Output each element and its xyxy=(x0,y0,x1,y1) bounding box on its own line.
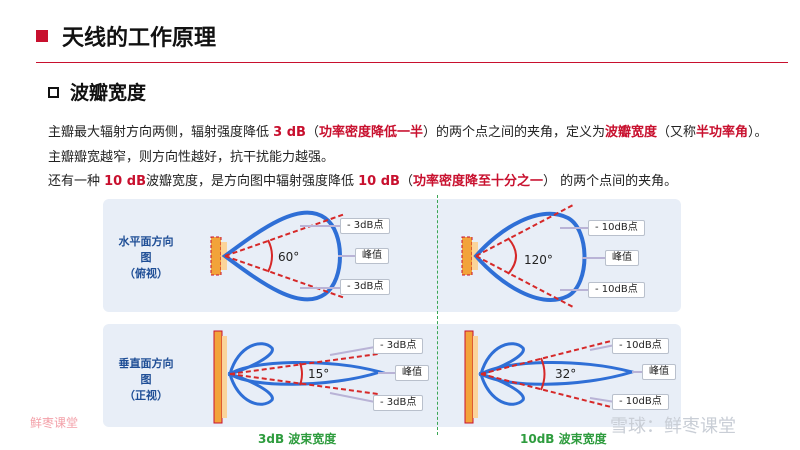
upper-3db-line xyxy=(224,213,346,257)
p3-text-g: ） 的两个点间的夹角。 xyxy=(543,174,678,189)
angle-arc xyxy=(267,239,273,273)
watermark-right: 雪球：鲜枣课堂 xyxy=(610,416,736,437)
tag-minus-10db-bottom: - 10dB点 xyxy=(588,282,645,298)
upper-10db-line xyxy=(475,203,576,257)
section-bullet xyxy=(48,87,59,98)
p3-text-a: 还有一种 xyxy=(48,174,105,189)
angle-label-32: 32° xyxy=(555,367,577,381)
lower-3db-line xyxy=(229,373,379,395)
lower-3db-line xyxy=(224,255,346,299)
vertical-label-line1: 垂直面方向 xyxy=(118,357,174,370)
paragraph-3: 还有一种 10 dB波瓣宽度，是方向图中辐射强度降低 10 dB（功率密度降至十… xyxy=(48,173,677,191)
section-title: 波瓣宽度 xyxy=(70,82,147,104)
horizontal-label-line1: 水平面方向 xyxy=(118,235,174,248)
vertical-label-line3: （正视） xyxy=(124,389,168,402)
p1-highlight-half-power: 功率密度降低一半 xyxy=(318,125,423,140)
p1-text-c: （ xyxy=(305,125,319,140)
title-bar: 天线的工作原理 xyxy=(0,0,800,63)
p3-highlight-tenth: 功率密度降至十分之一 xyxy=(412,174,543,189)
tag-minus-3db-top: - 3dB点 xyxy=(340,218,391,234)
p1-highlight-beamwidth: 波瓣宽度 xyxy=(604,125,657,140)
lower-10db-line xyxy=(480,373,616,409)
bottom-tag-leader xyxy=(589,397,616,403)
tag-peak: 峰值 xyxy=(605,250,639,266)
p1-text-g: （又称 xyxy=(657,125,697,140)
vertical-panel-label: 垂直面方向 图 （正视） xyxy=(106,356,186,404)
caption-10db-beamwidth: 10dB 波束宽度 xyxy=(520,432,607,446)
tag-minus-3db-top: - 3dB点 xyxy=(373,338,424,354)
p3-text-c: 波瓣宽度，是方向图中辐射强度降低 xyxy=(145,174,359,189)
tag-minus-10db-top: - 10dB点 xyxy=(612,338,669,354)
p3-highlight-10db: 10 dB xyxy=(104,174,146,189)
bottom-tag-leader xyxy=(329,392,376,403)
lower-10db-line xyxy=(475,255,576,309)
top-tag-leader xyxy=(329,346,376,356)
tag-minus-3db-bottom: - 3dB点 xyxy=(373,395,424,411)
top-tag-leader xyxy=(589,344,616,351)
tag-minus-3db-bottom: - 3dB点 xyxy=(340,279,391,295)
angle-arc xyxy=(507,237,517,275)
p3-text-e: （ xyxy=(399,174,413,189)
upper-10db-line xyxy=(480,339,616,375)
watermark-left: 鲜枣课堂 xyxy=(30,416,79,430)
angle-label-60: 60° xyxy=(278,250,300,264)
title-divider xyxy=(36,62,788,63)
paragraph-2: 主瓣瓣宽越窄，则方向性越好，抗干扰能力越强。 xyxy=(48,150,335,165)
tag-peak: 峰值 xyxy=(355,248,389,264)
tag-peak: 峰值 xyxy=(395,365,429,381)
p1-text-a: 主瓣最大辐射方向两侧，辐射强度降低 xyxy=(48,125,274,140)
p1-text-e: ）的两个点之间的夹角，定义为 xyxy=(422,125,605,140)
paragraph-1: 主瓣最大辐射方向两侧，辐射强度降低 3 dB（功率密度降低一半）的两个点之间的夹… xyxy=(48,124,768,142)
p1-highlight-half-power-angle: 半功率角 xyxy=(696,125,749,140)
p1-text-i: ）。 xyxy=(748,125,768,140)
angle-label-15: 15° xyxy=(308,367,330,381)
p3-highlight-10db-2: 10 dB xyxy=(358,174,400,189)
page-title: 天线的工作原理 xyxy=(62,26,217,51)
antenna-icon xyxy=(213,330,227,424)
vertical-label-line2: 图 xyxy=(140,373,152,386)
horizontal-panel-label: 水平面方向 图 （俯视） xyxy=(106,234,186,282)
upper-3db-line xyxy=(229,353,379,375)
caption-3db-beamwidth: 3dB 波束宽度 xyxy=(258,432,337,446)
tag-minus-10db-bottom: - 10dB点 xyxy=(612,394,669,410)
angle-arc xyxy=(299,362,303,386)
angle-label-120: 120° xyxy=(524,253,553,267)
center-divider xyxy=(437,195,438,435)
title-marker xyxy=(36,30,48,42)
p1-highlight-3db: 3 dB xyxy=(273,125,306,140)
horizontal-label-line3: （俯视） xyxy=(124,267,168,280)
angle-arc xyxy=(540,357,546,391)
tag-peak: 峰值 xyxy=(642,364,676,380)
tag-minus-10db-top: - 10dB点 xyxy=(588,220,645,236)
horizontal-label-line2: 图 xyxy=(140,251,152,264)
antenna-icon xyxy=(464,330,478,424)
